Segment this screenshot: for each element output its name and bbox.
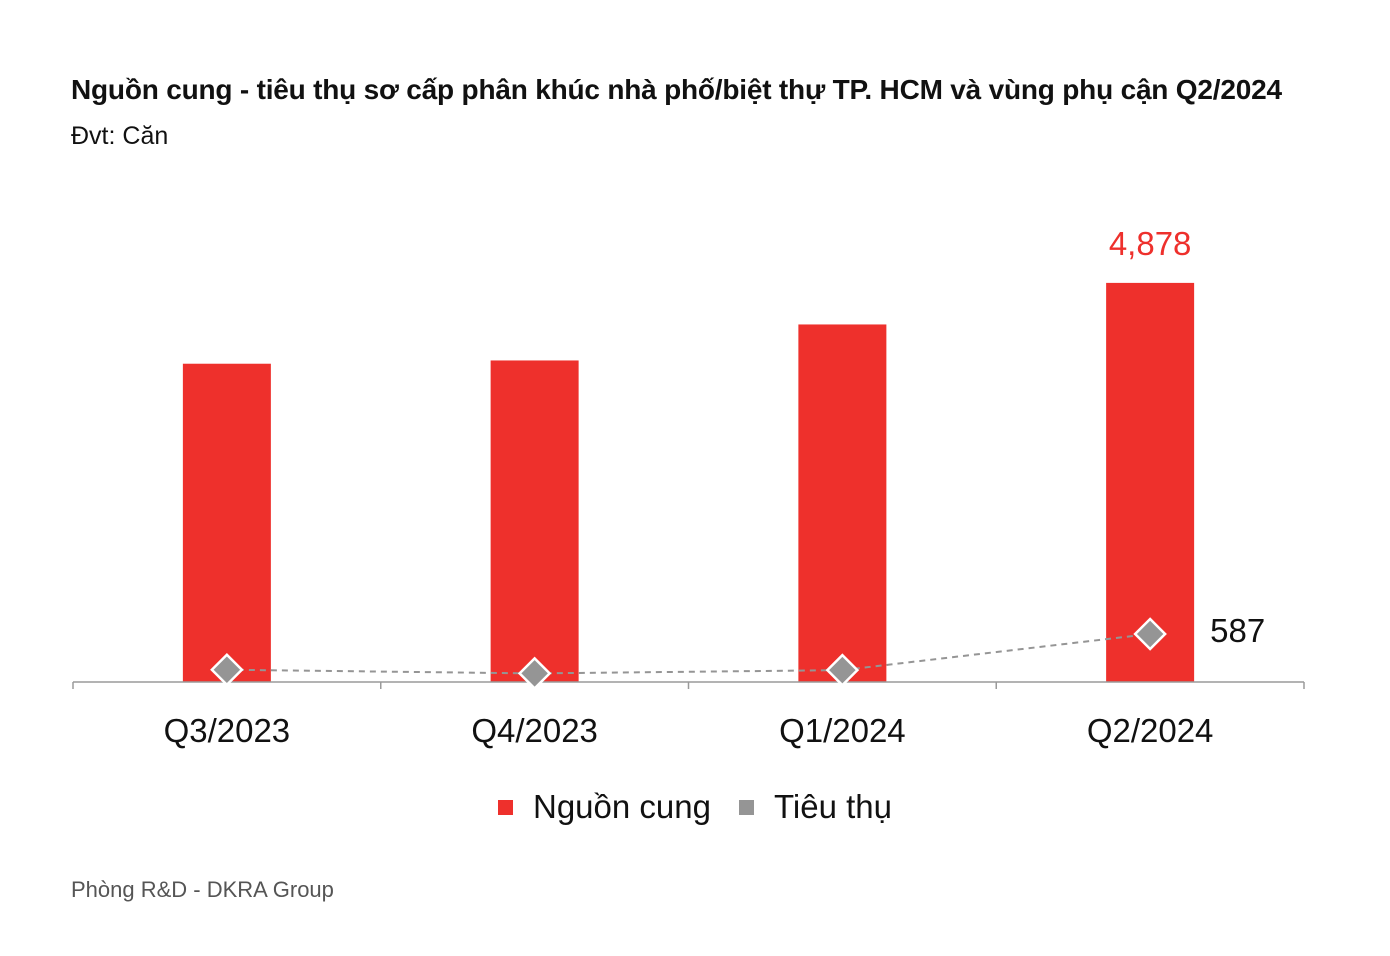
point-sales-q2-2024 <box>1133 617 1167 651</box>
labels-layer: 4,878 587 <box>1109 225 1265 649</box>
bars-layer <box>182 282 1195 682</box>
data-label-supply: 4,878 <box>1109 225 1192 262</box>
bar-supply-q1-2024 <box>798 324 887 682</box>
legend-item-sales: Tiêu thụ <box>738 788 892 826</box>
chart-unit-subtitle: Đvt: Căn <box>71 122 169 150</box>
bar-supply-q3-2023 <box>182 363 271 682</box>
legend-item-supply: Nguồn cung <box>498 788 711 826</box>
bar-supply-q2-2024 <box>1106 282 1195 682</box>
point-sales-q3-2023 <box>210 652 244 687</box>
x-tick-label: Q4/2023 <box>471 712 598 749</box>
data-label-sales: 587 <box>1210 612 1265 649</box>
x-axis: Q3/2023 Q4/2023 Q1/2024 Q2/2024 <box>72 681 1305 749</box>
chart-canvas: Q3/2023 Q4/2023 Q1/2024 Q2/2024 4,878 587 <box>72 225 1305 749</box>
legend-label-supply: Nguồn cung <box>533 788 711 825</box>
source-note: Phòng R&D - DKRA Group <box>71 877 334 902</box>
chart-legend: Nguồn cung Tiêu thụ <box>0 788 1390 826</box>
bar-supply-q4-2023 <box>490 360 579 682</box>
legend-swatch-sales <box>738 799 754 815</box>
legend-swatch-supply <box>498 799 513 815</box>
x-tick-label: Q2/2024 <box>1087 712 1214 749</box>
sales-line-layer <box>210 617 1167 691</box>
sales-series-line <box>226 632 1151 675</box>
point-sales-q4-2023 <box>517 656 552 691</box>
x-tick-label: Q1/2024 <box>779 712 906 749</box>
chart-title: Nguồn cung - tiêu thụ sơ cấp phân khúc n… <box>71 74 1282 105</box>
point-sales-q1-2024 <box>825 653 860 687</box>
x-tick-label: Q3/2023 <box>164 712 291 749</box>
legend-label-sales: Tiêu thụ <box>773 788 892 825</box>
